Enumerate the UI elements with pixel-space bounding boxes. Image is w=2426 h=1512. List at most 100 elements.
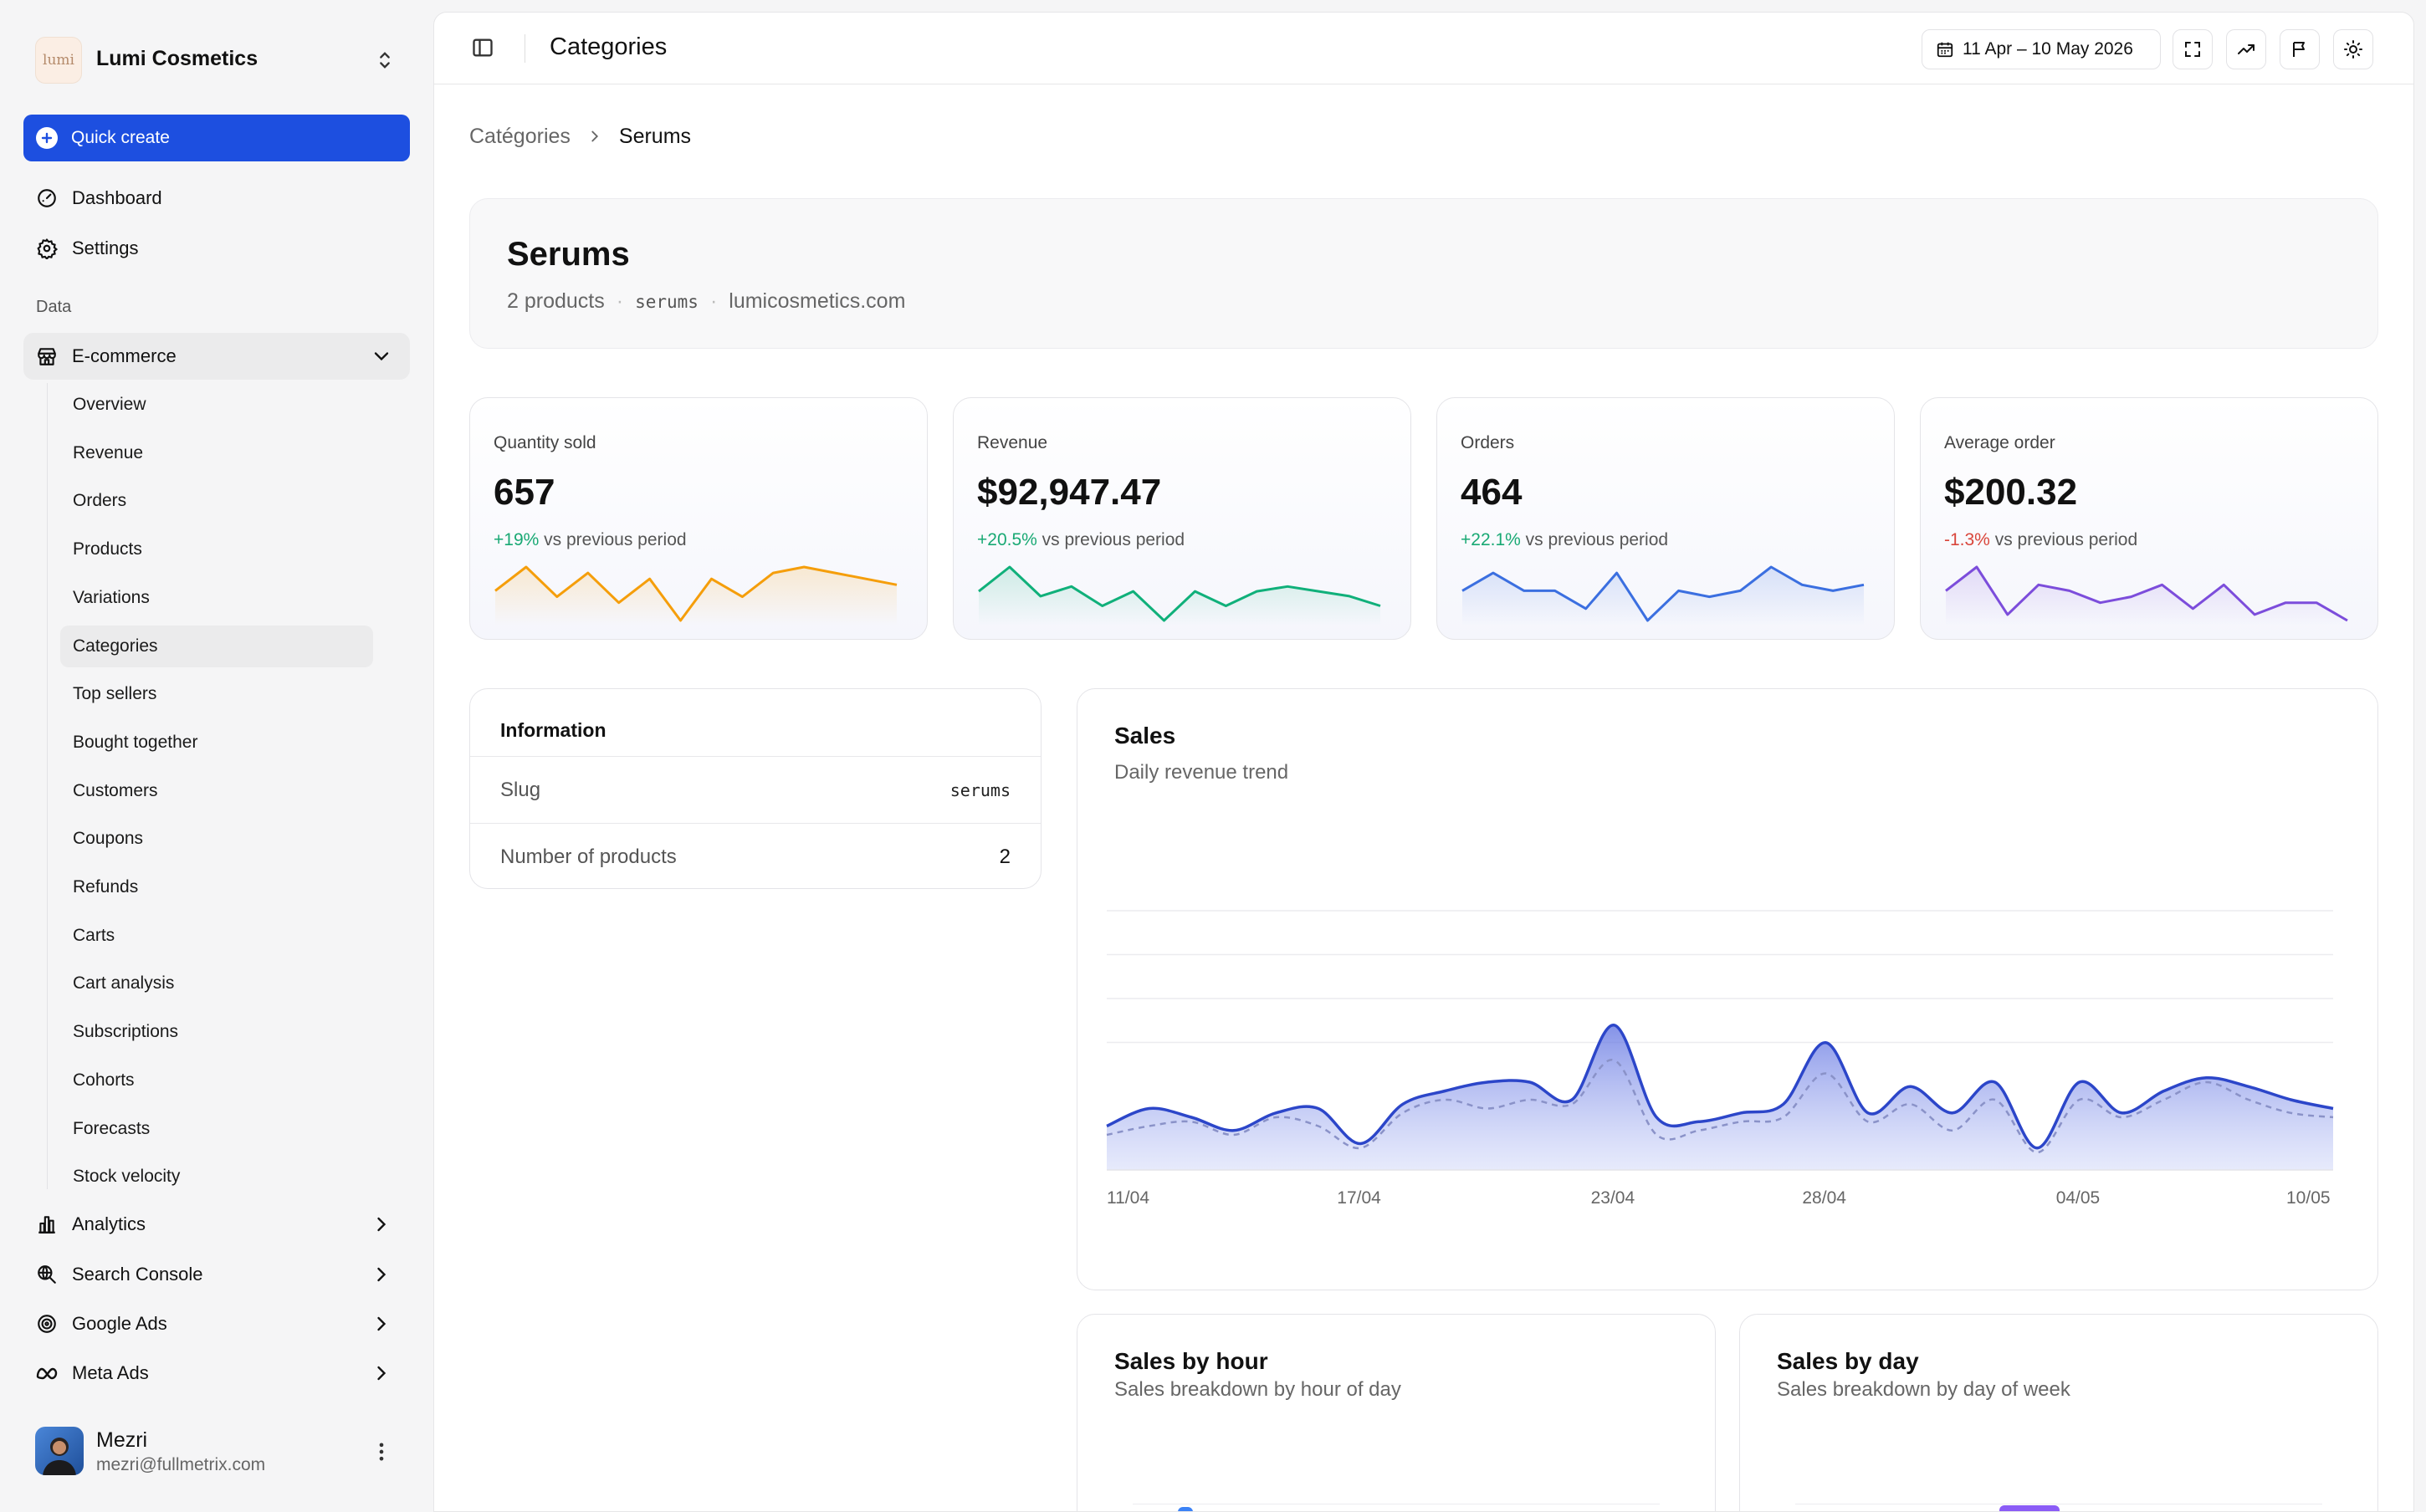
submenu-item-cart-analysis[interactable]: Cart analysis — [73, 973, 175, 994]
submenu-item-subscriptions[interactable]: Subscriptions — [73, 1022, 179, 1042]
nav-ecommerce[interactable]: E-commerce — [23, 333, 410, 380]
sales-data-point[interactable] — [1569, 1097, 1574, 1102]
sales-data-point[interactable] — [1400, 1101, 1405, 1106]
sales-data-point[interactable] — [1442, 1089, 1447, 1094]
date-range-label: 11 Apr – 10 May 2026 — [1963, 39, 2133, 59]
kpi-sparkline — [1945, 565, 2348, 626]
nav-meta-ads-label: Meta Ads — [72, 1362, 149, 1383]
sales-by-hour-title: Sales by hour — [1114, 1348, 1268, 1374]
sales-data-point[interactable] — [1907, 1084, 1912, 1089]
kpi-change: -1.3% vs previous period — [1944, 530, 2137, 550]
sales-data-point[interactable] — [1781, 1101, 1786, 1106]
submenu-item-coupons[interactable]: Coupons — [73, 829, 144, 849]
x-tick-label: 11/04 — [1107, 1188, 1149, 1208]
sales-data-point[interactable] — [1612, 1023, 1617, 1028]
kpi-value: 657 — [494, 472, 555, 513]
breadcrumb-parent-link[interactable]: Catégories — [469, 124, 571, 148]
flag-button[interactable] — [2280, 29, 2320, 69]
sales-data-point[interactable] — [1358, 1142, 1363, 1147]
nav-dashboard[interactable]: Dashboard — [23, 175, 410, 222]
sales-chart-card: Sales Daily revenue trend — [1077, 688, 2378, 1290]
date-range-picker[interactable]: 11 Apr – 10 May 2026 — [1922, 29, 2161, 69]
sales-data-point[interactable] — [1654, 1115, 1659, 1120]
info-value: serums — [949, 779, 1011, 800]
submenu-item-orders[interactable]: Orders — [73, 491, 127, 511]
kpi-card: Revenue $92,947.47 +20.5% vs previous peri… — [953, 397, 1411, 640]
sparkline-area — [1462, 567, 1864, 626]
submenu-item-refunds[interactable]: Refunds — [73, 877, 139, 896]
quick-create-label: Quick create — [71, 128, 170, 147]
sales-data-point[interactable] — [1231, 1128, 1236, 1133]
trend-button[interactable] — [2226, 29, 2266, 69]
kpi-card: Orders 464 +22.1% vs previous period — [1436, 397, 1895, 640]
sparkline-area — [979, 567, 1380, 626]
search-globe-icon — [35, 1263, 59, 1286]
sales-data-point[interactable] — [1697, 1119, 1702, 1124]
submenu-item-categories[interactable]: Categories — [60, 625, 373, 667]
sales-data-point[interactable] — [2288, 1097, 2293, 1102]
nav-search-console-label: Search Console — [72, 1264, 203, 1285]
kpi-change-suffix: vs previous period — [1042, 530, 1185, 549]
day-bar — [1999, 1505, 2060, 1511]
submenu-item-customers[interactable]: Customers — [73, 780, 158, 800]
kpi-value: $92,947.47 — [977, 472, 1162, 513]
nav-settings[interactable]: Settings — [23, 225, 410, 272]
fullscreen-button[interactable] — [2173, 29, 2213, 69]
sales-data-point[interactable] — [1950, 1111, 1955, 1116]
sales-data-point[interactable] — [1189, 1115, 1194, 1120]
submenu-item-top-sellers[interactable]: Top sellers — [73, 684, 157, 704]
kpi-change: +20.5% vs previous period — [977, 530, 1185, 550]
sales-data-point[interactable] — [1273, 1111, 1278, 1116]
nav-google-ads[interactable]: Google Ads — [23, 1300, 410, 1347]
fullscreen-icon — [2183, 39, 2203, 59]
sales-data-point[interactable] — [1866, 1111, 1871, 1116]
kpi-change-suffix: vs previous period — [1525, 530, 1669, 549]
kpi-card: Average order $200.32 -1.3% vs previous pe… — [1920, 397, 2378, 640]
submenu-item-stock-velocity[interactable]: Stock velocity — [73, 1167, 181, 1187]
sales-data-point[interactable] — [1147, 1106, 1152, 1111]
nav-search-console[interactable]: Search Console — [23, 1251, 410, 1298]
sales-current-period-line — [1106, 1024, 2334, 1150]
submenu-item-overview[interactable]: Overview — [73, 395, 146, 414]
sales-data-point[interactable] — [1104, 1124, 1109, 1129]
submenu-item-forecasts[interactable]: Forecasts — [73, 1118, 151, 1138]
sales-data-point[interactable] — [2162, 1089, 2167, 1094]
nav-analytics[interactable]: Analytics — [23, 1201, 410, 1248]
submenu-item-bought-together[interactable]: Bought together — [73, 732, 198, 752]
kpi-change-suffix: vs previous period — [544, 530, 687, 549]
submenu-item-variations[interactable]: Variations — [73, 587, 150, 607]
category-domain: lumicosmetics.com — [729, 289, 906, 313]
sales-data-point[interactable] — [1823, 1040, 1828, 1045]
kpi-label: Quantity sold — [494, 433, 596, 452]
x-tick-label: 23/04 — [1590, 1188, 1635, 1208]
nav-meta-ads[interactable]: Meta Ads — [23, 1350, 410, 1397]
x-tick-label: 10/05 — [2286, 1188, 2331, 1208]
sales-data-point[interactable] — [2331, 1106, 2336, 1111]
sales-data-point[interactable] — [2034, 1146, 2040, 1151]
sales-data-point[interactable] — [1528, 1080, 1533, 1085]
sales-data-point[interactable] — [1316, 1106, 1321, 1111]
quick-create-button[interactable]: Quick create — [23, 115, 410, 161]
workspace-switcher[interactable]: lumi Lumi Cosmetics — [33, 35, 410, 85]
meta-icon — [35, 1361, 59, 1385]
sales-data-point[interactable] — [2077, 1080, 2082, 1085]
sales-data-point[interactable] — [1485, 1080, 1490, 1085]
sales-data-point[interactable] — [2119, 1111, 2124, 1116]
submenu-item-cohorts[interactable]: Cohorts — [73, 1070, 135, 1090]
sales-data-point[interactable] — [2203, 1075, 2208, 1080]
top-bar: Categories 11 Apr – 10 May 2026 — [434, 13, 2413, 84]
theme-toggle-button[interactable] — [2333, 29, 2373, 69]
sales-data-point[interactable] — [1993, 1080, 1998, 1085]
sales-data-point[interactable] — [2246, 1084, 2251, 1089]
submenu-item-products[interactable]: Products — [73, 539, 142, 559]
more-vertical-icon[interactable] — [370, 1440, 393, 1463]
submenu-item-revenue[interactable]: Revenue — [73, 442, 144, 462]
chevron-down-icon — [370, 345, 393, 368]
sales-data-point[interactable] — [1738, 1111, 1743, 1116]
user-profile[interactable]: Mezri mezri@fullmetrix.com — [33, 1425, 410, 1479]
sidebar-toggle-icon[interactable] — [471, 36, 494, 59]
x-tick-label: 17/04 — [1337, 1188, 1381, 1208]
kpi-value: $200.32 — [1944, 472, 2078, 513]
sales-by-day-subtitle: Sales breakdown by day of week — [1777, 1378, 2070, 1401]
submenu-item-carts[interactable]: Carts — [73, 925, 115, 945]
